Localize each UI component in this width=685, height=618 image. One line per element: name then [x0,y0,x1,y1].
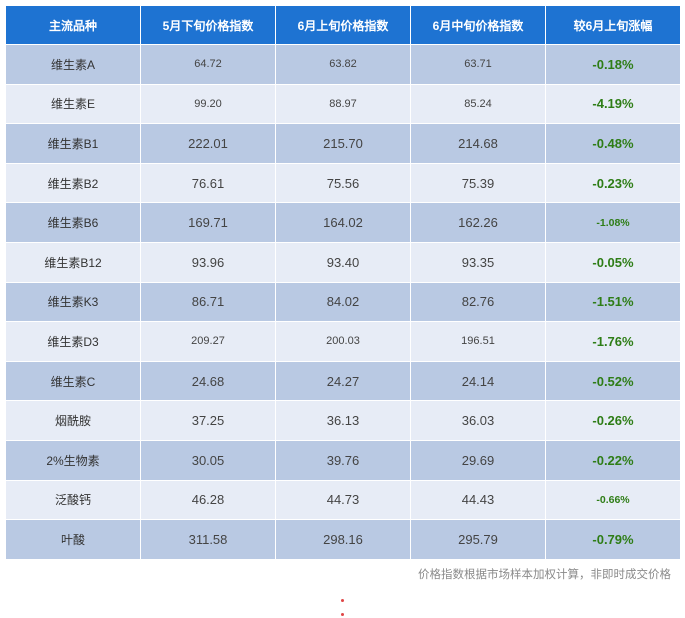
row-jun-mid: 63.71 [410,44,546,85]
row-may-late: 76.61 [140,162,276,204]
row-change: -1.08% [545,202,681,243]
row-variety: 维生素A [5,44,141,85]
row-jun-mid: 295.79 [410,519,546,560]
table-row: 维生素B1 222.01 215.70 214.68 -0.48% [5,123,681,164]
row-change: -0.79% [545,519,681,560]
row-may-late: 30.05 [140,439,276,481]
row-may-late: 222.01 [140,123,276,164]
row-jun-mid: 162.26 [410,202,546,243]
table-row: 烟酰胺 37.25 36.13 36.03 -0.26% [5,400,681,441]
row-jun-mid: 29.69 [410,439,546,481]
row-may-late: 99.20 [140,83,276,125]
table-row: 维生素E 99.20 88.97 85.24 -4.19% [5,83,681,125]
row-jun-mid: 24.14 [410,360,546,402]
row-jun-early: 200.03 [275,321,411,362]
header-variety: 主流品种 [5,5,141,45]
row-jun-mid: 82.76 [410,281,546,323]
row-may-late: 24.68 [140,360,276,402]
row-change: -0.18% [545,44,681,85]
row-may-late: 209.27 [140,321,276,362]
table-row: 泛酸钙 46.28 44.73 44.43 -0.66% [5,479,681,521]
table-row: 维生素B6 169.71 164.02 162.26 -1.08% [5,202,681,243]
row-change: -0.26% [545,400,681,441]
table-row: 2%生物素 30.05 39.76 29.69 -0.22% [5,439,681,481]
row-jun-mid: 196.51 [410,321,546,362]
row-jun-early: 164.02 [275,202,411,243]
decorative-dot [341,613,344,616]
header-jun-mid: 6月中旬价格指数 [410,5,546,45]
row-change: -1.76% [545,321,681,362]
row-may-late: 93.96 [140,241,276,283]
header-may-late: 5月下旬价格指数 [140,5,276,45]
table-row: 维生素B12 93.96 93.40 93.35 -0.05% [5,241,681,283]
row-change: -1.51% [545,281,681,323]
row-jun-early: 36.13 [275,400,411,441]
row-jun-mid: 36.03 [410,400,546,441]
row-jun-mid: 214.68 [410,123,546,164]
table-row: 叶酸 311.58 298.16 295.79 -0.79% [5,519,681,560]
row-jun-mid: 44.43 [410,479,546,521]
row-variety: 维生素B12 [5,241,141,283]
row-jun-early: 88.97 [275,83,411,125]
row-variety: 2%生物素 [5,439,141,481]
price-index-table: 主流品种 5月下旬价格指数 6月上旬价格指数 6月中旬价格指数 较6月上旬涨幅 … [5,5,681,560]
decorative-dot [341,599,344,602]
row-variety: 烟酰胺 [5,400,141,441]
row-jun-mid: 93.35 [410,241,546,283]
row-variety: 泛酸钙 [5,479,141,521]
row-may-late: 46.28 [140,479,276,521]
row-jun-early: 63.82 [275,44,411,85]
row-may-late: 64.72 [140,44,276,85]
row-variety: 维生素D3 [5,321,141,362]
row-may-late: 311.58 [140,519,276,560]
row-jun-early: 215.70 [275,123,411,164]
row-jun-early: 75.56 [275,162,411,204]
row-jun-early: 44.73 [275,479,411,521]
row-change: -0.23% [545,162,681,204]
table-row: 维生素B2 76.61 75.56 75.39 -0.23% [5,162,681,204]
row-change: -0.52% [545,360,681,402]
row-change: -0.05% [545,241,681,283]
row-variety: 维生素B1 [5,123,141,164]
footnote: 价格指数根据市场样本加权计算，非即时成交价格 [418,569,671,581]
row-may-late: 37.25 [140,400,276,441]
header-change: 较6月上旬涨幅 [545,5,681,45]
row-change: -0.22% [545,439,681,481]
row-variety: 叶酸 [5,519,141,560]
table-row: 维生素C 24.68 24.27 24.14 -0.52% [5,360,681,402]
table-row: 维生素D3 209.27 200.03 196.51 -1.76% [5,321,681,362]
header-jun-early: 6月上旬价格指数 [275,5,411,45]
row-variety: 维生素E [5,83,141,125]
row-change: -4.19% [545,83,681,125]
row-variety: 维生素C [5,360,141,402]
row-jun-early: 39.76 [275,439,411,481]
table-row: 维生素A 64.72 63.82 63.71 -0.18% [5,44,681,85]
row-jun-early: 298.16 [275,519,411,560]
row-variety: 维生素B2 [5,162,141,204]
row-jun-mid: 85.24 [410,83,546,125]
row-jun-early: 93.40 [275,241,411,283]
row-variety: 维生素B6 [5,202,141,243]
row-may-late: 86.71 [140,281,276,323]
table-row: 维生素K3 86.71 84.02 82.76 -1.51% [5,281,681,323]
table-header-row: 主流品种 5月下旬价格指数 6月上旬价格指数 6月中旬价格指数 较6月上旬涨幅 [5,5,681,45]
row-change: -0.48% [545,123,681,164]
row-variety: 维生素K3 [5,281,141,323]
row-change: -0.66% [545,479,681,521]
row-jun-mid: 75.39 [410,162,546,204]
row-may-late: 169.71 [140,202,276,243]
row-jun-early: 24.27 [275,360,411,402]
row-jun-early: 84.02 [275,281,411,323]
